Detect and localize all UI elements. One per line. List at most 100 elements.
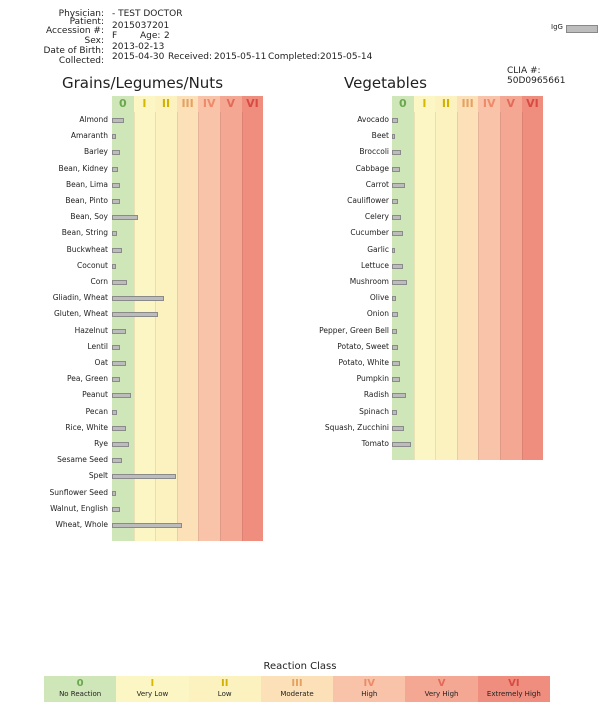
food-label: Sunflower Seed (49, 487, 108, 497)
food-label: Buckwheat (66, 244, 108, 254)
food-label: Bean, Lima (65, 179, 108, 189)
legend-class-text: Moderate (280, 690, 314, 698)
class-column-4 (198, 112, 220, 541)
igg-bar (392, 247, 396, 253)
food-label: Walnut, English (50, 503, 108, 513)
legend-class-text: Extremely High (486, 690, 541, 698)
igg-legend-swatch (566, 25, 598, 33)
food-label: Spinach (359, 406, 389, 416)
igg-bar (392, 393, 407, 399)
food-label: Carrot (365, 179, 389, 189)
food-label: Garlic (367, 244, 389, 254)
class-header-2: II (155, 96, 177, 112)
igg-bar (392, 442, 412, 447)
clia-number: CLIA #: 50D0965661 (507, 66, 566, 86)
class-header-5: V (220, 96, 242, 112)
food-label: Gluten, Wheat (53, 309, 108, 319)
food-label: Celery (364, 212, 389, 222)
igg-bar (112, 490, 117, 496)
accession-value: 2015037201 (112, 21, 170, 31)
vegetables-panel-title: Vegetables (344, 74, 427, 92)
legend-class-text: High (361, 690, 378, 698)
igg-bar (392, 377, 400, 383)
food-label: Lentil (87, 341, 108, 351)
legend-item: III Moderate (260, 676, 334, 702)
class-column-5 (500, 112, 522, 460)
class-column-0 (392, 112, 414, 460)
age-label: Age: (140, 31, 161, 41)
food-label: Radish (363, 390, 389, 400)
food-label: Pepper, Green Bell (319, 325, 389, 335)
class-header-2: II (435, 96, 457, 112)
age-value: 2 (164, 31, 170, 41)
food-label: Cabbage (355, 163, 389, 173)
igg-bar (112, 118, 124, 123)
igg-bar (392, 328, 398, 334)
food-label: Rye (94, 439, 108, 448)
food-label: Pumpkin (356, 374, 389, 384)
food-label: Cauliflower (347, 196, 389, 205)
igg-bar (112, 458, 122, 464)
food-label: Almond (79, 115, 108, 124)
igg-bar (392, 361, 400, 366)
received-label: Received: (168, 52, 212, 62)
food-label: Squash, Zucchini (324, 422, 389, 432)
class-header-6: VI (521, 96, 544, 112)
legend-item: 0 No Reaction (44, 676, 117, 702)
dob-value: 2013-02-13 (112, 42, 165, 52)
food-label: Pecan (85, 406, 108, 416)
igg-bar (392, 344, 399, 350)
sex-value: F (112, 31, 118, 41)
physician-value: - TEST DOCTOR (112, 9, 183, 19)
food-label: Bean, Kidney (58, 163, 108, 173)
igg-bar (112, 215, 138, 221)
legend-class-number: IV (363, 678, 376, 689)
igg-bar (112, 442, 130, 447)
igg-bar (112, 134, 117, 140)
igg-bar (392, 215, 401, 221)
igg-bar (112, 344, 120, 350)
legend-class-number: III (291, 678, 303, 689)
class-column-4 (478, 112, 500, 460)
igg-bar (112, 409, 118, 415)
igg-bar (392, 231, 403, 237)
legend-class-text: Very High (424, 690, 459, 698)
food-label: Potato, White (338, 358, 390, 367)
class-column-6 (521, 112, 544, 460)
legend-item: IV High (333, 676, 406, 702)
collected-value: 2015-04-30 (112, 52, 165, 62)
igg-bar (112, 523, 183, 528)
class-column-1 (133, 112, 156, 541)
food-label: Pea, Green (67, 374, 108, 384)
igg-bar (392, 263, 403, 269)
igg-bar (392, 182, 405, 188)
food-label: Bean, String (61, 228, 108, 238)
legend-class-text: Low (217, 690, 232, 698)
legend-class-number: I (150, 678, 155, 689)
food-label: Tomato (361, 439, 389, 448)
igg-bar (112, 506, 120, 512)
igg-bar (112, 474, 176, 480)
igg-bar (112, 280, 128, 285)
class-column-3 (176, 112, 199, 541)
food-label: Mushroom (349, 277, 389, 286)
legend-item: II Low (188, 676, 261, 702)
legend-class-number: II (220, 678, 229, 689)
patient-label: Patient: (69, 17, 104, 27)
legend-title: Reaction Class (263, 661, 337, 672)
legend-class-text: Very Low (136, 690, 169, 698)
igg-bar (392, 118, 399, 123)
food-label: Avocado (357, 115, 389, 124)
igg-bar (112, 263, 117, 269)
food-label: Sesame Seed (57, 455, 108, 465)
food-label: Spelt (88, 471, 108, 481)
igg-bar (112, 166, 119, 172)
food-label: Gliadin, Wheat (52, 293, 108, 303)
igg-bar (112, 199, 120, 204)
igg-bar (392, 296, 397, 302)
igg-bar (392, 280, 408, 285)
dob-label: Date of Birth: (43, 46, 104, 56)
received-value: 2015-05-11 (214, 52, 267, 62)
legend-class-number: VI (508, 678, 520, 689)
class-column-3 (456, 112, 479, 460)
